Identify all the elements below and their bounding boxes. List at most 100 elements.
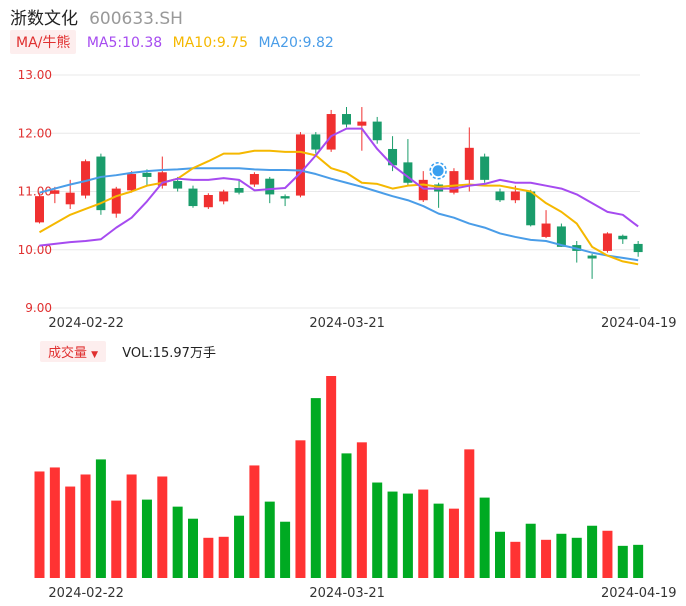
candle-body	[203, 194, 213, 208]
candle-body	[81, 161, 91, 196]
volume-bar	[479, 497, 490, 578]
volume-bar	[310, 398, 321, 578]
x-tick-label: 2024-04-19	[601, 586, 677, 601]
volume-bar	[95, 459, 106, 578]
candle-body	[418, 179, 428, 201]
candle-body	[265, 178, 275, 195]
ma-legend: MA/牛熊 MA5:10.38 MA10:9.75 MA20:9.82	[10, 30, 334, 54]
volume-bar	[157, 476, 168, 578]
stock-header: 浙数文化 600633.SH	[10, 4, 183, 29]
x-tick-label: 2024-03-21	[309, 316, 385, 331]
volume-bar	[326, 376, 337, 578]
event-marker-icon	[432, 165, 444, 177]
volume-bar	[80, 474, 91, 578]
volume-bar	[418, 489, 429, 578]
volume-bar	[34, 471, 45, 578]
candle-body	[388, 148, 398, 166]
volume-tag-label: 成交量	[48, 346, 88, 361]
volume-indicator-selector[interactable]: 成交量 ▼	[40, 341, 107, 362]
volume-bar	[541, 539, 552, 578]
y-tick-label: 11.00	[18, 185, 52, 199]
volume-bar	[510, 541, 521, 578]
candle-body	[142, 172, 152, 177]
candle-body	[111, 188, 121, 214]
candle-body	[35, 196, 44, 223]
volume-bar	[280, 521, 291, 578]
volume-bar	[402, 493, 413, 578]
volume-bar	[49, 467, 60, 578]
ma10-label: MA10:9.75	[172, 35, 248, 51]
volume-bar	[433, 503, 444, 578]
x-tick-label: 2024-03-21	[309, 586, 385, 601]
candle-body	[618, 235, 628, 240]
volume-bar	[141, 499, 152, 578]
volume-bar	[525, 523, 536, 578]
ma-indicator-selector[interactable]: MA/牛熊	[10, 30, 77, 54]
candle-body	[326, 114, 336, 150]
volume-bar	[356, 442, 367, 578]
candle-body	[311, 134, 321, 150]
candle-body	[234, 188, 244, 193]
candle-body	[480, 156, 490, 180]
candle-body	[65, 192, 75, 205]
volume-bar	[188, 518, 198, 578]
volume-bar	[372, 482, 383, 578]
candle-body	[173, 181, 183, 189]
volume-bar	[387, 491, 398, 578]
candle-body	[249, 174, 259, 185]
volume-bar	[617, 545, 628, 578]
candle-body	[464, 147, 474, 180]
candle-body	[157, 172, 167, 186]
ma20-label: MA20:9.82	[258, 35, 334, 51]
candle-body	[295, 134, 305, 196]
volume-bar	[126, 474, 137, 578]
candle-body	[541, 223, 551, 237]
volume-legend: 成交量 ▼ VOL:15.97万手	[40, 341, 216, 363]
volume-bar	[203, 537, 214, 578]
candle-body	[587, 255, 597, 259]
volume-bar	[341, 453, 352, 578]
ma5-line	[39, 127, 639, 247]
volume-bar	[111, 500, 122, 578]
candle-body	[403, 162, 413, 183]
candle-body	[510, 191, 520, 201]
volume-bar	[602, 530, 613, 578]
volume-bar	[464, 449, 475, 578]
volume-bar	[264, 501, 275, 578]
volume-bar	[249, 465, 260, 578]
ma20-line	[39, 167, 639, 262]
volume-bar	[172, 506, 183, 578]
volume-bar	[556, 533, 567, 578]
y-tick-label: 12.00	[18, 126, 52, 140]
candle-body	[633, 243, 643, 253]
stock-name: 浙数文化	[10, 9, 78, 29]
candle-body	[526, 191, 536, 226]
candle-body	[495, 191, 505, 201]
stock-code: 600633.SH	[89, 9, 183, 29]
candle-body	[219, 191, 229, 202]
volume-bar	[234, 515, 245, 578]
volume-bar	[633, 544, 644, 578]
candle-body	[280, 196, 290, 199]
volume-value-label: VOL:15.97万手	[122, 346, 216, 361]
ma5-label: MA5:10.38	[86, 35, 163, 51]
event-marker-ring	[429, 162, 447, 180]
volume-bar	[218, 536, 229, 578]
x-tick-label: 2024-02-22	[48, 316, 124, 331]
x-tick-label: 2024-04-19	[601, 316, 677, 331]
candle-body	[602, 233, 612, 251]
candle-body	[357, 121, 367, 126]
candle-body	[96, 156, 106, 211]
ma10-line	[39, 149, 639, 266]
volume-bar	[65, 486, 76, 578]
volume-bar	[571, 537, 582, 578]
volume-bar	[448, 508, 459, 578]
candle-body	[556, 226, 566, 247]
candle-body	[372, 121, 382, 141]
volume-bar	[495, 531, 505, 578]
volume-bar	[587, 525, 598, 578]
x-tick-label: 2024-02-22	[48, 586, 124, 601]
candle-body	[449, 171, 459, 193]
y-tick-label: 13.00	[18, 68, 52, 82]
